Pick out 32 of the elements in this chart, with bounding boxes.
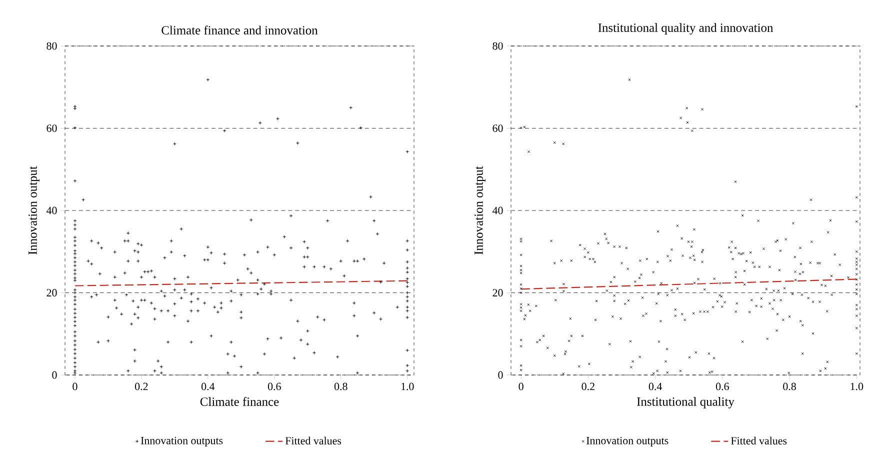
y-axis-title: Innovation output [474,166,486,254]
x-tick-label: 0 [518,382,524,390]
y-tick-label: 0 [498,371,503,379]
legend-label: Innovation outputs [586,436,668,447]
x-tick-label: 0.6 [716,382,729,390]
y-axis-title: Innovation output [28,166,40,254]
y-tick-label: 40 [46,206,57,214]
y-tick-label: 80 [492,42,503,50]
x-tick-label: 0 [72,382,78,390]
chart-title: Institutional quality and innovation [598,23,774,35]
x-tick-label: 1.0 [401,382,414,390]
legend-label: Fitted values [285,436,342,444]
x-tick-label: 0.2 [135,382,148,390]
x-tick-label: 0.4 [648,382,662,390]
y-tick-label: 40 [492,206,503,214]
x-tick-label: 0.2 [582,382,594,390]
x-tick-label: 0.8 [334,382,348,390]
legend-label: Innovation outputs [140,436,223,447]
x-axis-title: Institutional quality [637,397,734,408]
x-tick-label: 1.0 [850,382,864,390]
legend-label: Fitted values [731,436,787,444]
x-tick-label: 0.8 [783,382,796,390]
y-tick-label: 20 [46,289,57,296]
x-tick-label: 0.6 [268,382,281,390]
y-tick-label: 80 [46,42,57,50]
y-tick-label: 60 [492,124,503,132]
x-tick-label: 0.4 [202,382,215,390]
y-tick-label: 60 [46,124,57,132]
y-tick-label: 0 [52,371,57,379]
y-tick-label: 20 [492,289,503,296]
x-axis-title: Climate finance [200,397,279,406]
chart-title: Climate finance and innovation [162,26,318,35]
